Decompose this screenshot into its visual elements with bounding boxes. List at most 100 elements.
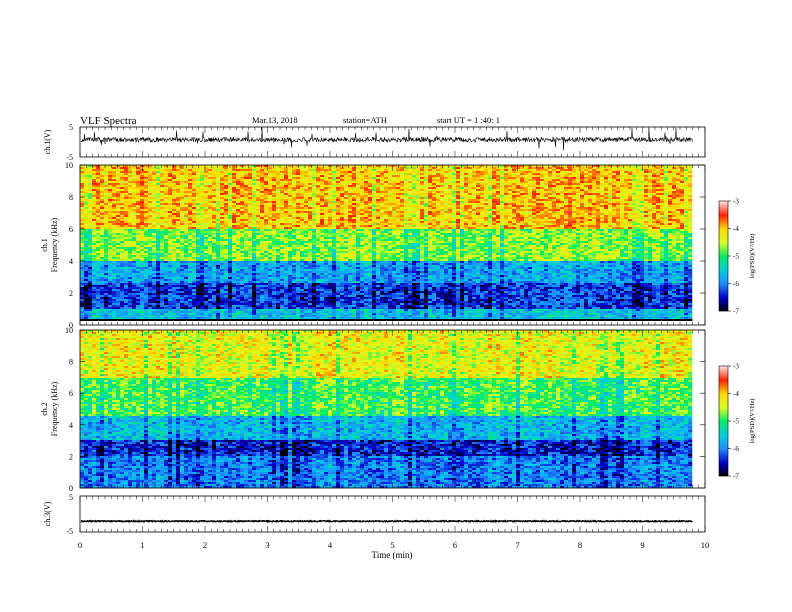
spectrogram-cell xyxy=(576,225,580,227)
spectrogram-cell xyxy=(648,223,652,225)
spectrogram-cell xyxy=(308,205,312,207)
spectrogram-cell xyxy=(248,193,252,195)
spectrogram-cell xyxy=(312,187,316,189)
spectrogram-cell xyxy=(508,181,512,183)
spectrogram-cell xyxy=(684,183,688,185)
spectrogram-cell xyxy=(532,189,536,191)
spectrogram-cell xyxy=(492,209,496,211)
spectrogram-cell xyxy=(464,209,468,211)
spectrogram-cell xyxy=(464,189,468,191)
spectrogram-cell xyxy=(660,195,664,197)
spectrogram-cell xyxy=(604,183,608,185)
spectrogram-cell xyxy=(296,219,300,221)
spectrogram-cell xyxy=(132,181,136,183)
spectrogram-cell xyxy=(116,179,120,181)
spectrogram-cell xyxy=(164,201,168,203)
spectrogram-cell xyxy=(100,227,104,229)
spectrogram-cell xyxy=(516,171,520,173)
spectrogram-cell xyxy=(268,213,272,215)
spectrogram-cell xyxy=(160,177,164,179)
spectrogram-cell xyxy=(188,197,192,199)
spectrogram-cell xyxy=(424,205,428,207)
spectrogram-cell xyxy=(224,185,228,187)
spectrogram-cell xyxy=(380,219,384,221)
spectrogram-cell xyxy=(536,183,540,185)
spectrogram-cell xyxy=(656,201,660,203)
spectrogram-cell xyxy=(180,199,184,201)
spectrogram-cell xyxy=(564,215,568,217)
spectrogram-cell xyxy=(540,225,544,227)
spectrogram-cell xyxy=(300,187,304,189)
spectrogram-cell xyxy=(636,215,640,217)
spectrogram-cell xyxy=(384,175,388,177)
spectrogram-cell xyxy=(264,187,268,189)
spectrogram-cell xyxy=(288,167,292,169)
spectrogram-cell xyxy=(212,181,216,183)
spectrogram-cell xyxy=(588,179,592,181)
spectrogram-cell xyxy=(356,197,360,199)
spectrogram-cell xyxy=(604,215,608,217)
spectrogram-cell xyxy=(472,219,476,221)
spectrogram-cell xyxy=(244,199,248,201)
spectrogram-cell xyxy=(544,177,548,179)
spectrogram-cell xyxy=(500,171,504,173)
spectrogram-cell xyxy=(596,177,600,179)
spectrogram-cell xyxy=(428,205,432,207)
spectrogram-cell xyxy=(160,211,164,213)
spectrogram-cell xyxy=(276,209,280,211)
spectrogram-cell xyxy=(480,219,484,221)
spectrogram-cell xyxy=(320,191,324,193)
spectrogram-cell xyxy=(420,215,424,217)
spectrogram-cell xyxy=(244,211,248,213)
spectrogram-cell xyxy=(176,227,180,229)
spectrogram-cell xyxy=(360,189,364,191)
spectrogram-cell xyxy=(432,197,436,199)
spectrogram-cell xyxy=(664,211,668,213)
spectrogram-cell xyxy=(84,187,88,189)
spectrogram-cell xyxy=(628,207,632,209)
spectrogram-cell xyxy=(136,173,140,175)
spectrogram-cell xyxy=(468,175,472,177)
spectrogram-cell xyxy=(144,197,148,199)
spectrogram-cell xyxy=(148,199,152,201)
spectrogram-cell xyxy=(552,197,556,199)
spectrogram-cell xyxy=(460,177,464,179)
spectrogram-cell xyxy=(420,203,424,205)
spectrogram-cell xyxy=(408,185,412,187)
spectrogram-cell xyxy=(252,209,256,211)
spectrogram-cell xyxy=(140,179,144,181)
spectrogram-cell xyxy=(168,215,172,217)
spectrogram-cell xyxy=(620,219,624,221)
spectrogram-cell xyxy=(232,183,236,185)
spectrogram-cell xyxy=(232,213,236,215)
spectrogram-cell xyxy=(192,193,196,195)
spectrogram-cell xyxy=(624,177,628,179)
spectrogram-cell xyxy=(604,171,608,173)
spectrogram-cell xyxy=(216,205,220,207)
spectrogram-cell xyxy=(532,201,536,203)
spectrogram-cell xyxy=(416,197,420,199)
spectrogram-cell xyxy=(200,225,204,227)
spectrogram-cell xyxy=(84,193,88,195)
spectrogram-cell xyxy=(412,197,416,199)
spectrogram-cell xyxy=(220,177,224,179)
spectrogram-cell xyxy=(444,173,448,175)
spectrogram-cell xyxy=(528,207,532,209)
spectrogram-cell xyxy=(628,201,632,203)
spectrogram-cell xyxy=(488,205,492,207)
spectrogram-cell xyxy=(412,187,416,189)
spectrogram-cell xyxy=(396,211,400,213)
spectrogram-cell xyxy=(664,177,668,179)
spectrogram-cell xyxy=(160,171,164,173)
spectrogram-cell xyxy=(344,191,348,193)
spectrogram-cell xyxy=(392,221,396,223)
spectrogram-cell xyxy=(284,201,288,203)
spectrogram-cell xyxy=(592,187,596,189)
spectrogram-cell xyxy=(568,203,572,205)
spectrogram-cell xyxy=(676,183,680,185)
spectrogram-cell xyxy=(304,203,308,205)
spectrogram-cell xyxy=(284,185,288,187)
spectrogram-cell xyxy=(640,171,644,173)
spectrogram-cell xyxy=(256,217,260,219)
spectrogram-cell xyxy=(80,189,84,191)
